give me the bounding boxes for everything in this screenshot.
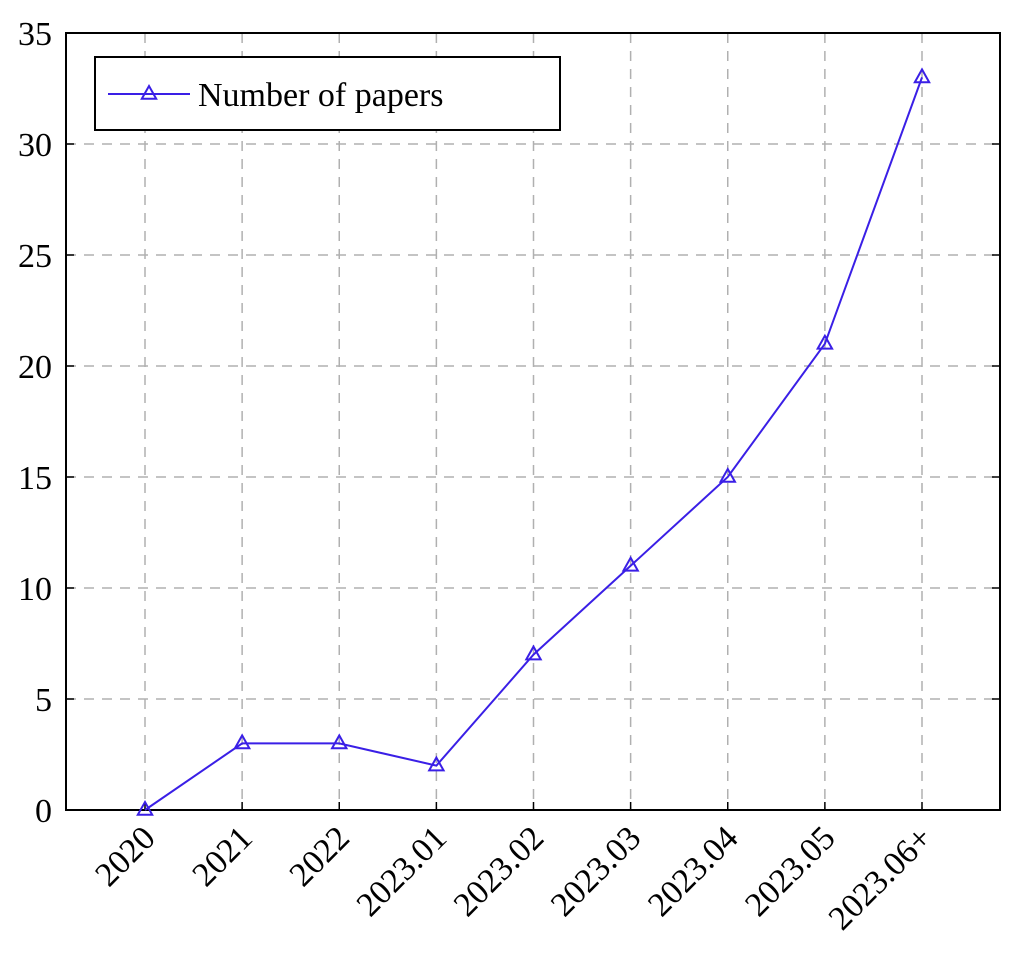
point-marker — [330, 733, 349, 750]
x-tick-label: 2020 — [88, 819, 162, 893]
x-tick-label: 2023.01 — [350, 819, 454, 923]
y-tick-label: 0 — [35, 793, 52, 830]
y-tick-label: 30 — [18, 127, 52, 164]
y-tick-label: 20 — [18, 349, 52, 386]
x-tick-label: 2023.04 — [641, 819, 745, 923]
y-tick-label: 25 — [18, 238, 52, 275]
point-marker — [233, 733, 252, 750]
legend-label: Number of papers — [198, 77, 443, 114]
y-tick-label: 10 — [18, 571, 52, 608]
x-tick-label: 2023.03 — [544, 819, 648, 923]
x-tick-label: 2023.06+ — [822, 819, 940, 937]
x-tick-label: 2023.02 — [447, 819, 551, 923]
point-marker — [815, 333, 834, 350]
legend-marker — [140, 83, 158, 100]
series-line — [144, 77, 923, 811]
point-marker — [621, 555, 640, 572]
point-marker — [524, 644, 543, 661]
y-tick-label: 15 — [18, 460, 52, 497]
point-marker — [913, 67, 931, 84]
point-marker — [718, 466, 737, 483]
x-tick-label: 2021 — [186, 819, 260, 893]
x-tick-label: 2022 — [283, 819, 357, 893]
y-tick-label: 5 — [35, 682, 52, 719]
point-marker — [427, 755, 446, 772]
grid — [66, 32, 1000, 811]
y-tick-label: 35 — [18, 16, 52, 53]
point-marker — [136, 799, 154, 816]
